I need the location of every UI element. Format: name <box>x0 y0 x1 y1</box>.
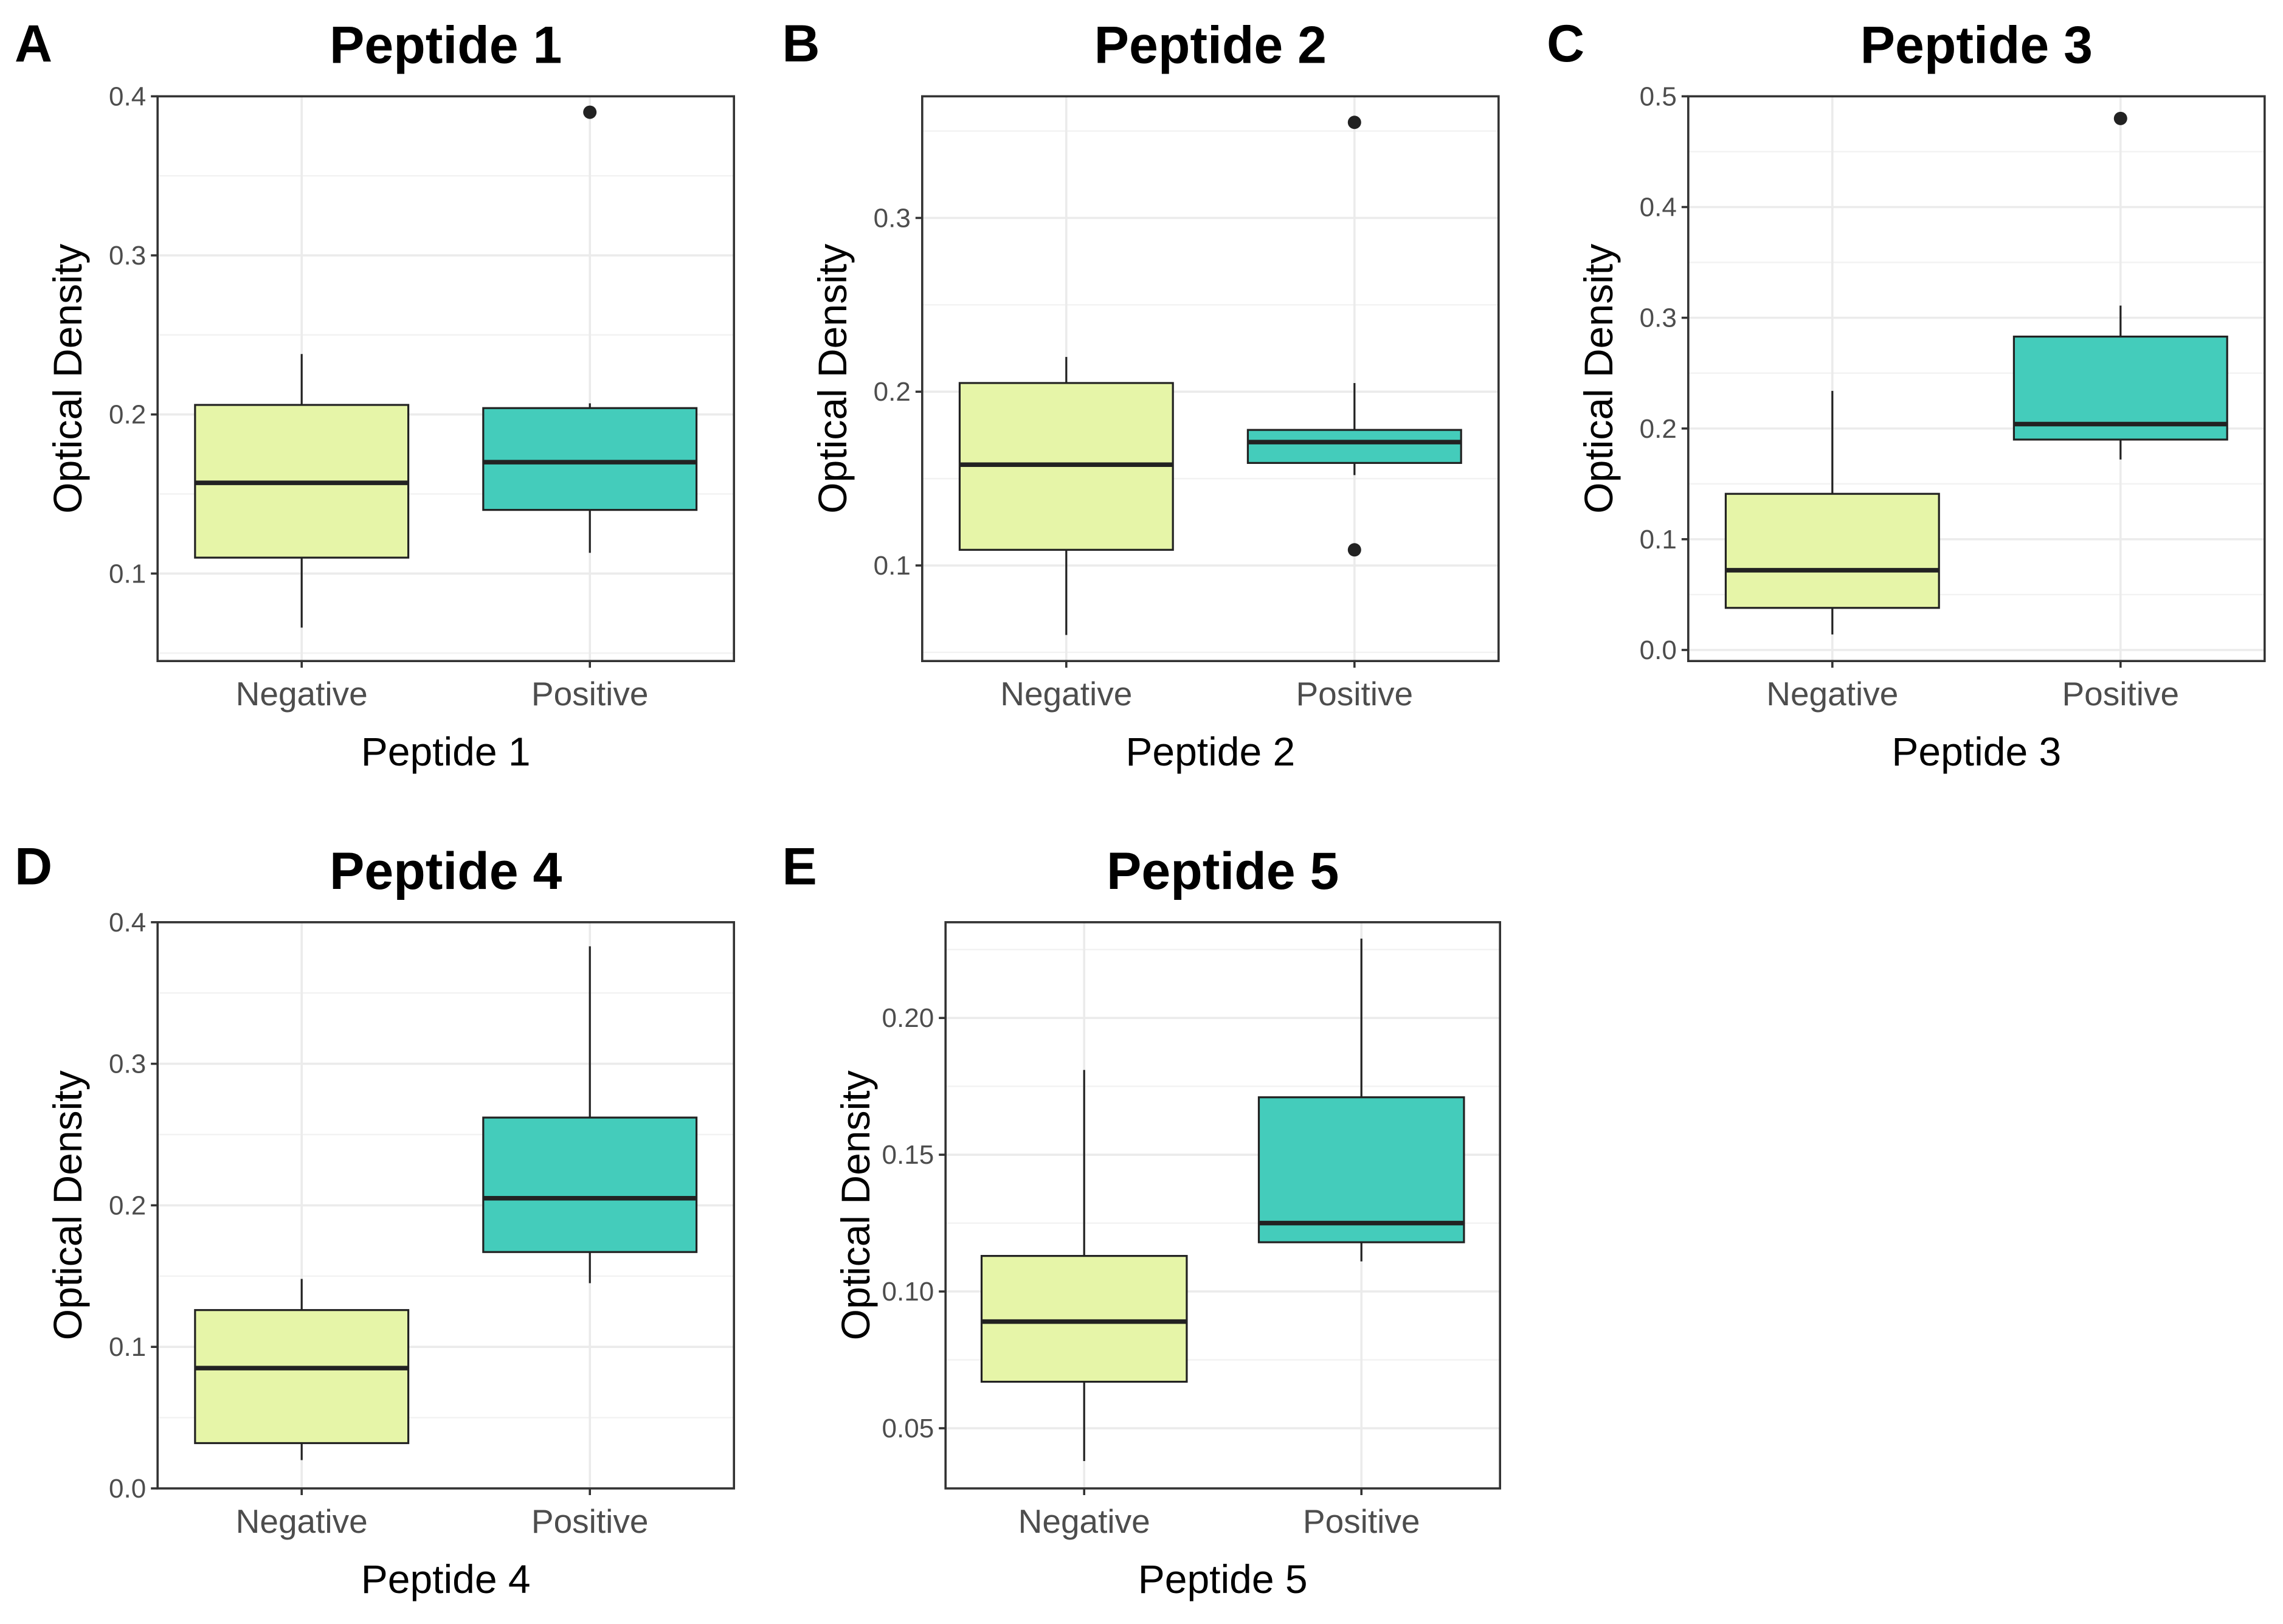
x-tick-label: Negative <box>236 675 368 713</box>
y-tick-label: 0.0 <box>1640 635 1677 665</box>
box-negative <box>958 357 1174 635</box>
box-positive <box>2012 111 2228 460</box>
x-axis-label: Peptide 2 <box>1125 729 1295 774</box>
y-axis-label: Optical Density <box>810 244 855 514</box>
box-negative <box>194 354 410 628</box>
y-tick-label: 0.3 <box>109 241 146 271</box>
y-tick-label: 0.3 <box>109 1049 146 1079</box>
y-tick-label: 0.2 <box>109 1190 146 1220</box>
y-axis-label: Optical Density <box>45 1070 90 1340</box>
plot-background <box>922 96 1499 662</box>
x-axis-label: Peptide 3 <box>1891 729 2061 774</box>
outlier-point <box>1347 543 1361 557</box>
x-tick-label: Positive <box>1296 675 1414 713</box>
box-positive <box>1257 938 1465 1262</box>
x-axis-label: Peptide 5 <box>1138 1557 1308 1602</box>
x-tick-label: Positive <box>1303 1502 1420 1540</box>
box-negative <box>980 1069 1188 1462</box>
box-negative <box>1724 390 1940 635</box>
chart-title: Peptide 4 <box>330 842 562 900</box>
y-tick-label: 0.2 <box>874 377 911 407</box>
panel-border <box>921 95 1500 662</box>
box-body <box>1246 429 1462 465</box>
y-tick-label: 0.1 <box>109 559 146 589</box>
y-tick-label: 0.1 <box>109 1332 146 1362</box>
box-body <box>482 407 698 511</box>
x-tick-label: Positive <box>531 675 649 713</box>
box-body <box>1257 1096 1465 1243</box>
box-body <box>980 1255 1188 1383</box>
panel-border <box>156 95 736 662</box>
y-tick-label: 0.0 <box>109 1474 146 1504</box>
panel-letter: A <box>15 15 52 73</box>
y-tick-label: 0.3 <box>874 203 911 233</box>
box-body <box>1724 492 1940 609</box>
chart-title: Peptide 2 <box>1094 16 1327 74</box>
y-tick-label: 0.05 <box>882 1414 934 1443</box>
panel-border <box>1687 95 2266 662</box>
y-tick-label: 0.5 <box>1640 81 1677 111</box>
y-tick-label: 0.4 <box>1640 193 1677 223</box>
chart-title: Peptide 1 <box>330 16 562 74</box>
y-tick-label: 0.3 <box>1640 303 1677 333</box>
y-axis-label: Optical Density <box>833 1070 878 1340</box>
outlier-point <box>2113 111 2127 125</box>
x-tick-label: Negative <box>1000 675 1132 713</box>
y-tick-label: 0.1 <box>1640 525 1677 555</box>
x-tick-label: Negative <box>236 1502 368 1540</box>
panel-border <box>944 921 1501 1490</box>
y-tick-label: 0.4 <box>109 81 146 111</box>
y-tick-label: 0.2 <box>1640 414 1677 444</box>
x-tick-label: Positive <box>531 1502 649 1540</box>
y-tick-label: 0.15 <box>882 1140 934 1170</box>
chart-title: Peptide 3 <box>1860 16 2093 74</box>
y-tick-label: 0.10 <box>882 1277 934 1307</box>
outlier-point <box>583 105 597 119</box>
panel-letter: C <box>1547 15 1584 73</box>
box-body <box>194 1309 410 1445</box>
panel-letter: B <box>782 15 820 73</box>
x-axis-label: Peptide 4 <box>361 1557 531 1602</box>
outlier-point <box>1347 116 1361 130</box>
x-tick-label: Negative <box>1766 675 1898 713</box>
x-tick-label: Negative <box>1018 1502 1150 1540</box>
panel-letter: E <box>782 837 817 896</box>
y-tick-label: 0.1 <box>874 551 911 581</box>
y-axis-label: Optical Density <box>45 244 90 514</box>
box-body <box>482 1116 698 1253</box>
y-tick-label: 0.2 <box>109 400 146 430</box>
box-negative <box>194 1279 410 1460</box>
y-axis-label: Optical Density <box>1576 244 1621 514</box>
panel-e: 0.05 0.10 0.15 0.20 Negative Positive Peptide … <box>782 837 1501 1602</box>
box-positive <box>1246 116 1462 557</box>
chart-title: Peptide 5 <box>1107 842 1339 900</box>
x-axis-label: Peptide 1 <box>361 729 531 774</box>
y-tick-label: 0.20 <box>882 1003 934 1033</box>
y-tick-label: 0.4 <box>109 908 146 938</box>
box-positive <box>482 105 698 553</box>
x-tick-label: Positive <box>2062 675 2180 713</box>
panel-letter: D <box>15 837 52 896</box>
plot-background <box>157 96 734 662</box>
box-positive <box>482 946 698 1284</box>
